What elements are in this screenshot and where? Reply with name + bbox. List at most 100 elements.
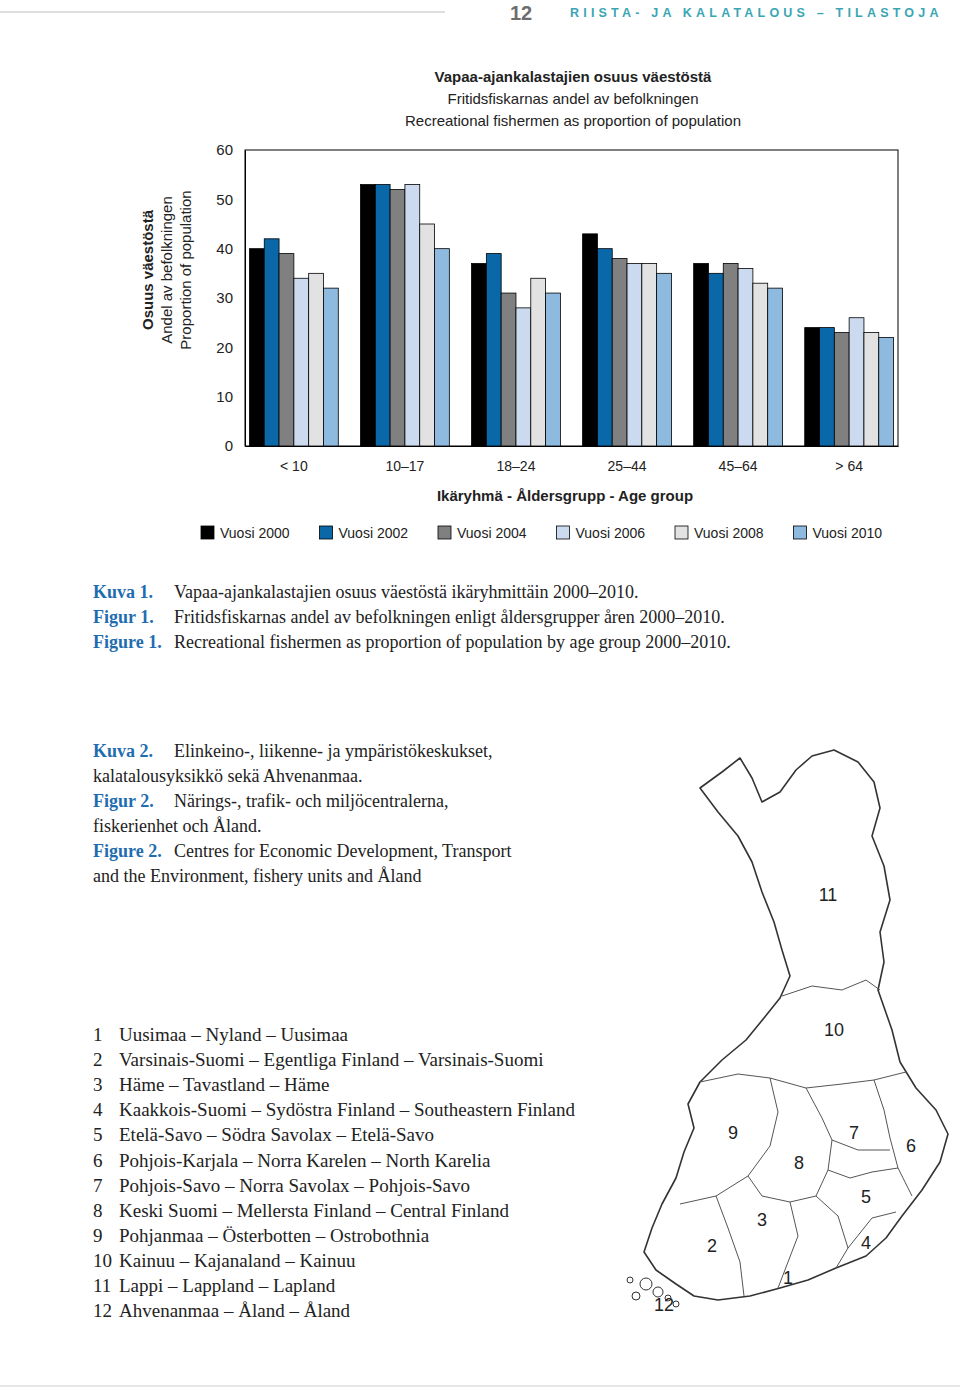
region-name: Kaakkois-Suomi – Sydöstra Finland – Sout… <box>119 1099 575 1120</box>
y-tick: 10 <box>216 388 245 405</box>
x-tick: 18–24 <box>497 446 536 474</box>
footer-rule <box>0 1386 960 1387</box>
bar <box>375 185 390 446</box>
map-border <box>700 1072 906 1088</box>
bar <box>264 239 279 446</box>
map-border <box>806 1088 832 1196</box>
page: 12RIISTA- JA KALATALOUS – TILASTOJAVapaa… <box>0 0 960 1391</box>
chart-title: Vapaa-ajankalastajien osuus väestöstä <box>435 68 712 85</box>
x-tick-label: < 10 <box>280 458 308 474</box>
bar <box>834 333 849 446</box>
bar <box>516 308 531 446</box>
bar <box>309 273 324 446</box>
bar <box>627 263 642 446</box>
map-border <box>782 980 880 996</box>
bar <box>694 263 709 446</box>
legend-item: Vuosi 2006 <box>557 525 646 541</box>
bar <box>820 328 835 446</box>
map-label: 11 <box>819 885 838 905</box>
region-number: 4 <box>93 1099 103 1120</box>
caption-text: Centres for Economic Development, Transp… <box>174 841 511 861</box>
caption-text: Närings-, trafik- och miljöcentralerna, <box>174 791 448 811</box>
map-border <box>848 1212 896 1248</box>
legend-label: Vuosi 2004 <box>457 525 527 541</box>
bar <box>738 268 753 446</box>
legend-label: Vuosi 2002 <box>339 525 409 541</box>
region-number: 7 <box>93 1175 103 1196</box>
bar <box>501 293 516 446</box>
region-name: Kainuu – Kajanaland – Kainuu <box>119 1250 356 1271</box>
y-axis-title: Osuus väestöstä <box>139 209 156 330</box>
y-tick-label: 0 <box>225 437 233 454</box>
bar <box>642 263 657 446</box>
x-tick-label: 10–17 <box>385 458 424 474</box>
map-border <box>832 1140 890 1150</box>
bar <box>390 189 405 446</box>
legend-item: Vuosi 2004 <box>438 525 527 541</box>
caption-text: fiskerienhet och Åland. <box>93 816 261 836</box>
x-tick-label: 18–24 <box>497 458 536 474</box>
x-tick: < 10 <box>280 446 308 474</box>
caption-text: and the Environment, fishery units and Å… <box>93 866 421 886</box>
map-border <box>816 1196 848 1268</box>
y-tick: 50 <box>216 191 245 208</box>
plot-frame <box>245 150 898 446</box>
map-label: 10 <box>824 1020 844 1040</box>
bar <box>279 254 294 446</box>
bar <box>879 337 894 446</box>
region-name: Varsinais-Suomi – Egentliga Finland – Va… <box>119 1049 544 1070</box>
map-island <box>632 1292 640 1300</box>
y-tick: 30 <box>216 289 245 306</box>
legend-swatch <box>675 526 688 539</box>
bar <box>405 185 420 446</box>
bar <box>612 259 627 446</box>
map-label: 9 <box>728 1123 738 1143</box>
legend-swatch <box>438 526 451 539</box>
chart-subtitle: Recreational fishermen as proportion of … <box>405 112 741 129</box>
region-number: 10 <box>93 1250 112 1271</box>
y-axis: 0 10 20 30 40 50 60 <box>216 141 245 454</box>
y-tick-label: 60 <box>216 141 233 158</box>
map-label: 4 <box>861 1233 871 1253</box>
y-tick-label: 40 <box>216 240 233 257</box>
region-name: Pohjanmaa – Österbotten – Ostrobothnia <box>119 1225 430 1246</box>
bar <box>546 293 561 446</box>
y-tick: 20 <box>216 339 245 356</box>
bar <box>583 234 598 446</box>
bar <box>472 263 487 446</box>
region-name: Etelä-Savo – Södra Savolax – Etelä-Savo <box>119 1124 434 1145</box>
bar <box>849 318 864 446</box>
caption-label: Figure 2. <box>93 841 162 861</box>
map-label: 5 <box>861 1187 871 1207</box>
captions: Kuva 1.Vapaa-ajankalastajien osuus väest… <box>93 582 731 886</box>
legend-label: Vuosi 2008 <box>694 525 764 541</box>
bar <box>294 278 309 446</box>
y-tick-label: 20 <box>216 339 233 356</box>
caption-label: Figure 1. <box>93 632 162 652</box>
y-axis-title: Proportion of population <box>177 190 194 349</box>
region-name: Häme – Tavastland – Häme <box>119 1074 329 1095</box>
region-number: 3 <box>93 1074 103 1095</box>
region-name: Uusimaa – Nyland – Uusimaa <box>119 1024 349 1045</box>
bar <box>420 224 435 446</box>
y-axis-line <box>245 151 246 447</box>
caption-label: Kuva 1. <box>93 582 153 602</box>
legend-swatch <box>201 526 214 539</box>
legend-swatch <box>320 526 333 539</box>
bar-series <box>323 249 893 446</box>
map-border <box>778 1202 798 1288</box>
region-number: 2 <box>93 1049 103 1070</box>
region-name: Keski Suomi – Mellersta Finland – Centra… <box>119 1200 509 1221</box>
bar <box>805 328 820 446</box>
region-number: 1 <box>93 1024 103 1045</box>
caption-text: Fritidsfiskarnas andel av befolkningen e… <box>174 607 725 627</box>
legend-swatch <box>794 526 807 539</box>
region-name: Pohjois-Karjala – Norra Karelen – North … <box>119 1150 491 1171</box>
region-number: 9 <box>93 1225 103 1246</box>
x-tick: 25–44 <box>608 446 647 474</box>
map-border <box>716 1196 744 1296</box>
x-axis: < 1010–1718–2425–4445–64> 64 <box>246 446 899 474</box>
legend-label: Vuosi 2000 <box>220 525 290 541</box>
bar <box>360 185 375 446</box>
bar <box>657 273 672 446</box>
